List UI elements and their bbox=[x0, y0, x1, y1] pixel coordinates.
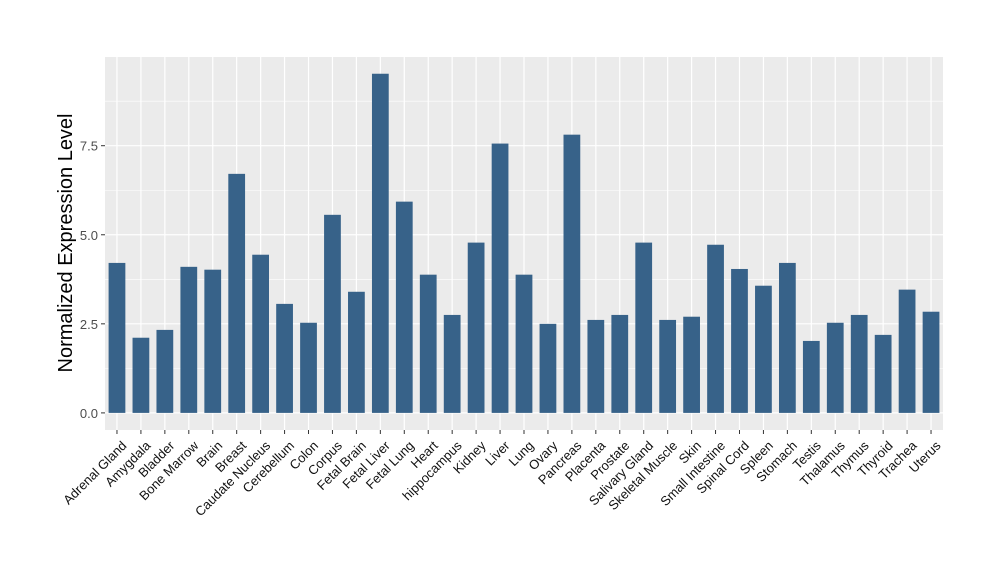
bar bbox=[324, 214, 341, 413]
bar bbox=[778, 262, 796, 413]
bar bbox=[850, 314, 868, 413]
y-axis-label: Normalized Expression Level bbox=[55, 113, 77, 372]
bar bbox=[922, 311, 940, 413]
bar bbox=[874, 334, 892, 413]
bar bbox=[683, 316, 700, 413]
bar bbox=[395, 201, 413, 413]
bar bbox=[348, 291, 365, 413]
bar bbox=[587, 319, 605, 413]
x-tick-label: Liver bbox=[482, 437, 513, 468]
bar bbox=[276, 303, 293, 413]
bar bbox=[371, 73, 389, 413]
bar bbox=[108, 262, 126, 413]
bar bbox=[515, 274, 533, 413]
y-tick-label: 2.5 bbox=[80, 317, 98, 332]
bar bbox=[802, 340, 820, 413]
bar bbox=[156, 329, 174, 413]
bar bbox=[755, 285, 772, 413]
bar bbox=[731, 268, 748, 413]
bar bbox=[563, 134, 581, 413]
bar bbox=[611, 314, 629, 413]
y-tick-label: 0.0 bbox=[80, 406, 98, 421]
bar bbox=[132, 337, 150, 413]
bar bbox=[228, 173, 246, 413]
bar bbox=[419, 274, 437, 413]
bar bbox=[707, 244, 724, 413]
bar bbox=[539, 323, 557, 413]
bar bbox=[467, 242, 485, 413]
bar bbox=[180, 266, 198, 413]
bar bbox=[252, 254, 270, 413]
bar bbox=[300, 322, 317, 413]
bar bbox=[491, 143, 509, 413]
bar bbox=[898, 289, 916, 413]
bar bbox=[826, 322, 844, 413]
bar bbox=[443, 314, 461, 413]
bar bbox=[635, 242, 653, 413]
bar bbox=[204, 269, 222, 413]
bar bbox=[659, 319, 677, 413]
y-tick-label: 7.5 bbox=[80, 139, 98, 154]
y-tick-label: 5.0 bbox=[80, 228, 98, 243]
